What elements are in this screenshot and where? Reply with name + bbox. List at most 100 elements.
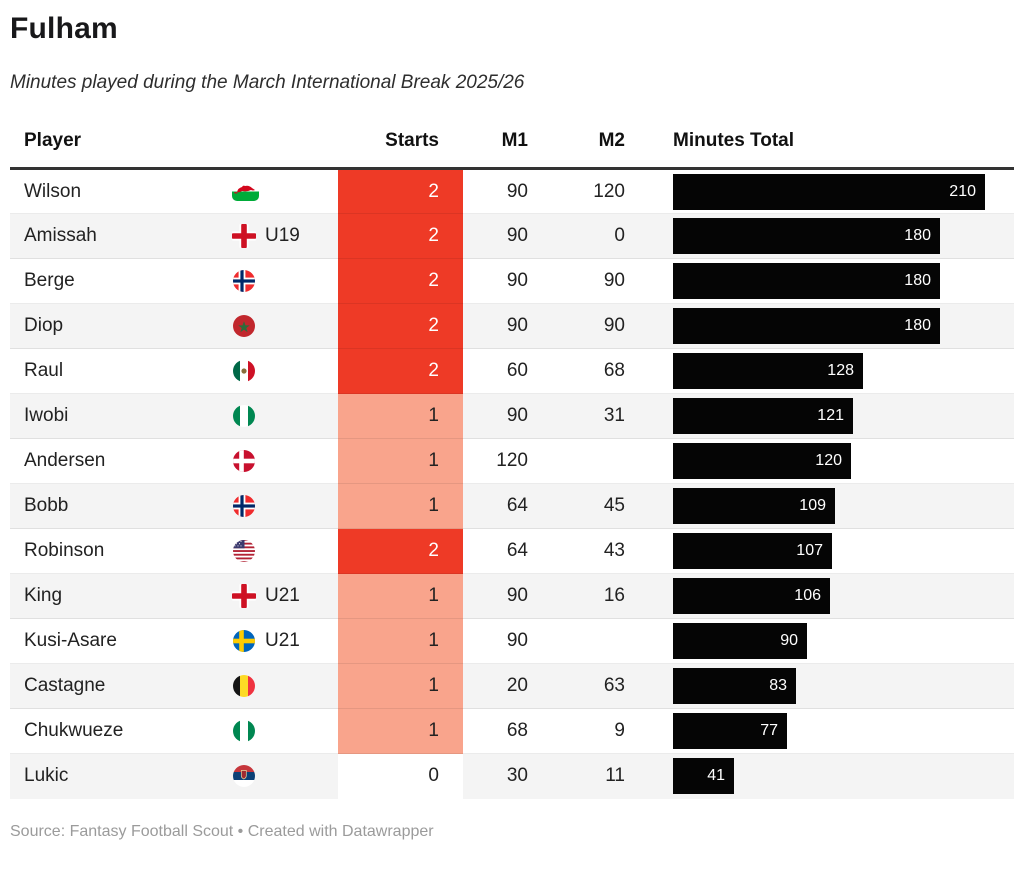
match1-minutes: 90 (463, 393, 540, 439)
player-nationality-cell: U21 (232, 618, 338, 664)
nigeria-flag-icon (232, 404, 256, 428)
starts-heatmap-cell: 1 (338, 618, 463, 664)
sweden-flag-icon (232, 629, 256, 653)
player-name: Chukwueze (10, 708, 232, 754)
player-name: Lukic (10, 753, 232, 799)
match2-minutes: 45 (540, 483, 637, 529)
belgium-flag-icon (232, 674, 256, 698)
minutes-total-value: 107 (796, 542, 823, 559)
match1-minutes: 68 (463, 708, 540, 754)
minutes-total-bar: 180 (673, 263, 940, 299)
minutes-total-bar: 120 (673, 443, 851, 479)
source-attribution: Source: Fantasy Football Scout • Created… (10, 822, 434, 840)
match1-minutes: 90 (463, 213, 540, 259)
player-name: Raul (10, 348, 232, 394)
wales-flag-icon (232, 182, 259, 201)
minutes-total-cell: 210 (637, 169, 1014, 214)
table-row: Kusi-Asare U21 1 90 90 (10, 618, 1014, 664)
minutes-total-bar: 128 (673, 353, 863, 389)
match1-minutes: 20 (463, 663, 540, 709)
match1-minutes: 90 (506, 180, 528, 202)
match2-minutes: 9 (540, 708, 637, 754)
match2-minutes: 11 (540, 753, 637, 799)
minutes-total-cell: 41 (637, 753, 1014, 799)
match1-minutes: 90 (463, 258, 540, 304)
player-name: Berge (10, 258, 232, 304)
match2-minutes: 0 (540, 213, 637, 259)
minutes-total-value: 41 (707, 767, 725, 785)
match1-minutes: 120 (463, 438, 540, 484)
youth-team-code: U21 (265, 630, 300, 651)
starts-heatmap-cell: 2 (338, 528, 463, 574)
player-name: Andersen (10, 438, 232, 484)
player-nationality-cell (232, 528, 338, 574)
player-nationality-cell: U19 (232, 213, 338, 259)
match2-minutes: 120 (593, 180, 625, 202)
england-flag-icon (232, 224, 256, 248)
starts-heatmap-cell: 1 (338, 573, 463, 619)
starts-heatmap-cell: 2 (338, 348, 463, 394)
player-name: Kusi-Asare (10, 618, 232, 664)
minutes-total-cell: 120 (637, 438, 1014, 484)
match1-minutes: 64 (463, 483, 540, 529)
nigeria-flag-icon (232, 719, 256, 743)
table-row: Raul 2 60 68 128 (10, 348, 1014, 394)
player-nationality-cell (232, 258, 338, 304)
player-nationality-cell (232, 708, 338, 754)
minutes-total-value: 128 (827, 362, 854, 379)
minutes-total-value: 83 (769, 677, 787, 694)
match2-minutes: 90 (540, 258, 637, 304)
minutes-total-cell: 77 (637, 708, 1014, 754)
minutes-total-cell: 180 (637, 303, 1014, 349)
player-nationality-cell (232, 438, 338, 484)
column-header-flag-spacer (232, 130, 338, 170)
minutes-total-cell: 121 (637, 393, 1014, 439)
minutes-total-bar: 41 (673, 758, 734, 795)
player-nationality-cell (232, 663, 338, 709)
table-row: Robinson 2 64 43 107 (10, 528, 1014, 574)
serbia-flag-icon (232, 764, 256, 788)
starts-heatmap-cell: 2 (338, 168, 463, 214)
table-header-row: Player Starts M1 M2 Minutes Total (10, 130, 1014, 170)
chart-subtitle: Minutes played during the March Internat… (10, 72, 525, 93)
minutes-total-bar: 180 (673, 218, 940, 254)
column-header-minutes-total: Minutes Total (637, 130, 1014, 170)
minutes-total-bar: 210 (673, 173, 985, 210)
match1-minutes: 90 (463, 303, 540, 349)
minutes-total-cell: 83 (637, 663, 1014, 709)
column-header-m2: M2 (540, 130, 637, 170)
minutes-total-value: 121 (817, 407, 844, 424)
starts-heatmap-cell: 2 (338, 213, 463, 259)
minutes-total-value: 90 (780, 632, 798, 649)
match1-minutes: 30 (463, 753, 540, 799)
table-row: Iwobi 1 90 31 121 (10, 393, 1014, 439)
minutes-total-bar: 109 (673, 488, 835, 524)
minutes-total-bar: 106 (673, 578, 830, 614)
denmark-flag-icon (232, 449, 256, 473)
minutes-total-value: 77 (760, 722, 778, 739)
match1-minutes: 90 (463, 618, 540, 664)
player-name: Robinson (10, 528, 232, 574)
player-name: Bobb (10, 483, 232, 529)
page-title: Fulham (10, 12, 118, 45)
morocco-flag-icon (232, 314, 256, 338)
table-row: King U21 1 90 16 106 (10, 573, 1014, 619)
norway-flag-icon (232, 269, 256, 293)
column-header-starts: Starts (338, 130, 463, 170)
minutes-total-value: 120 (815, 452, 842, 469)
table-row: Castagne 1 20 63 83 (10, 663, 1014, 709)
minutes-total-cell: 90 (637, 618, 1014, 664)
minutes-table: Player Starts M1 M2 Minutes Total Wilson… (10, 130, 1014, 799)
youth-team-code: U19 (265, 225, 300, 246)
table-row: Bobb 1 64 45 109 (10, 483, 1014, 529)
match2-minutes (540, 618, 637, 664)
player-name: Amissah (10, 213, 232, 259)
match2-minutes: 16 (540, 573, 637, 619)
match1-minutes: 60 (463, 348, 540, 394)
minutes-total-value: 180 (904, 272, 931, 289)
player-nationality-cell: U21 (232, 573, 338, 619)
match2-minutes: 63 (540, 663, 637, 709)
youth-team-code: U21 (265, 585, 300, 606)
starts-heatmap-cell: 2 (338, 258, 463, 304)
starts-heatmap-cell: 0 (338, 753, 463, 799)
